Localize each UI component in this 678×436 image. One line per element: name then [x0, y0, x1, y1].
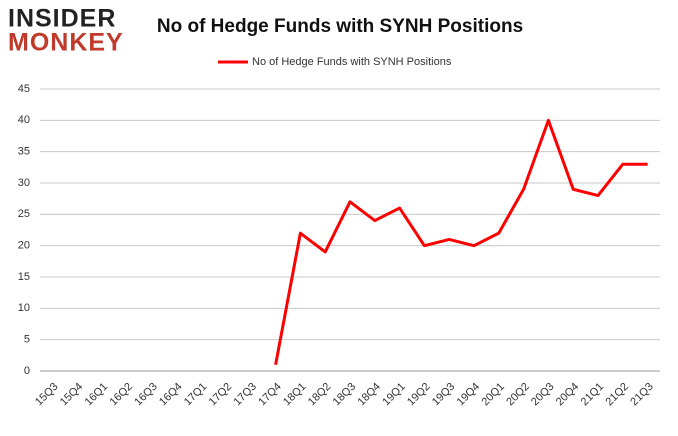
legend-label: No of Hedge Funds with SYNH Positions [252, 56, 452, 68]
y-tick-label: 20 [18, 240, 30, 252]
y-tick-label: 35 [18, 146, 30, 158]
y-tick-label: 10 [18, 302, 30, 314]
y-tick-label: 0 [24, 365, 30, 377]
logo-top: INSIDER [8, 5, 116, 33]
chart-title: No of Hedge Funds with SYNH Positions [157, 16, 523, 37]
y-tick-label: 15 [18, 271, 30, 283]
logo-bottom: MONKEY [8, 29, 124, 57]
y-tick-label: 25 [18, 208, 30, 220]
y-tick-label: 40 [18, 114, 30, 126]
y-tick-label: 5 [24, 334, 30, 346]
y-tick-label: 30 [18, 177, 30, 189]
y-tick-label: 45 [18, 83, 30, 95]
series-line [274, 118, 648, 366]
